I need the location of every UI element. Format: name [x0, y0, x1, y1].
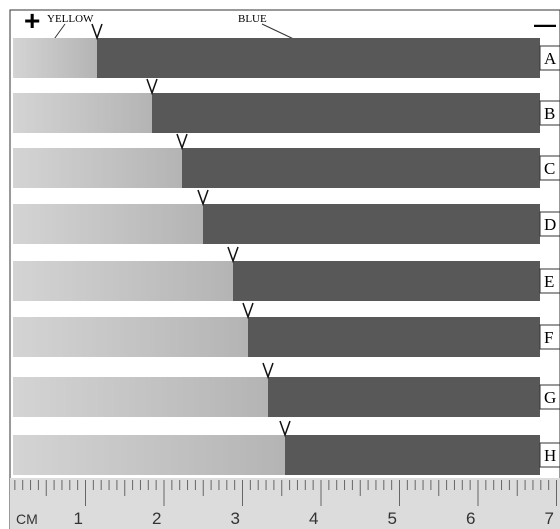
yellow-zone	[13, 204, 203, 244]
ruler-number: 7	[545, 509, 554, 528]
lane-label-box	[539, 155, 560, 181]
boundary-arrow	[262, 362, 274, 380]
lane-label: A	[544, 49, 557, 68]
yellow-zone	[13, 317, 248, 357]
blue-zone	[97, 38, 540, 78]
ruler-number: 4	[309, 509, 318, 528]
ruler-unit: CM	[16, 511, 38, 527]
lane-label-box	[539, 442, 560, 468]
ruler-scale: CM 1 2 3 4 5 6 7	[14, 480, 557, 528]
lane-label: G	[544, 388, 556, 407]
blue-zone	[152, 93, 540, 133]
boundary-arrow	[197, 189, 209, 207]
yellow-zone	[13, 148, 182, 188]
boundary-arrow	[279, 420, 291, 438]
lane-label: C	[544, 159, 555, 178]
ruler-number: 2	[152, 509, 161, 528]
lane-label-box	[539, 268, 560, 294]
lane-label-box	[539, 324, 560, 350]
blue-label: BLUE	[238, 13, 267, 25]
yellow-zone	[13, 261, 233, 301]
lane-label: B	[544, 104, 555, 123]
blue-zone	[285, 435, 540, 475]
boundary-arrow	[242, 302, 254, 320]
lane-label: F	[544, 328, 553, 347]
boundary-arrow	[227, 246, 239, 264]
yellow-zone	[13, 435, 285, 475]
boundary-arrow	[91, 23, 103, 41]
blue-zone	[248, 317, 540, 357]
lanes: A B C D E F G H	[13, 23, 560, 475]
plus-sign: +	[24, 5, 40, 36]
ruler-number: 3	[231, 509, 240, 528]
boundary-arrow	[176, 133, 188, 151]
lane-label-box	[539, 211, 560, 237]
yellow-zone	[13, 93, 152, 133]
blue-zone	[182, 148, 540, 188]
lane-label-box	[539, 45, 560, 71]
lane-label-box	[539, 384, 560, 410]
yellow-zone	[13, 377, 268, 417]
blue-zone	[268, 377, 540, 417]
yellow-zone	[13, 38, 97, 78]
lane-label-box	[539, 100, 560, 126]
yellow-label: YELLOW	[47, 13, 94, 25]
lane-label: H	[544, 446, 556, 465]
blue-zone	[203, 204, 540, 244]
ruler-number: 6	[466, 509, 475, 528]
ruler-number: 5	[388, 509, 397, 528]
ruler-number: 1	[74, 509, 83, 528]
minus-sign: —	[534, 12, 556, 37]
boundary-arrow	[146, 78, 158, 96]
lane-label: E	[544, 272, 554, 291]
lane-label: D	[544, 215, 556, 234]
blue-zone	[233, 261, 540, 301]
